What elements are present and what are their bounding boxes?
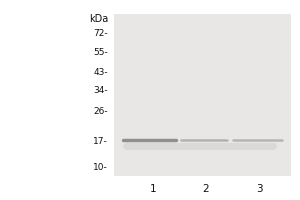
Text: 55-: 55- — [93, 48, 108, 57]
Text: 26-: 26- — [93, 107, 108, 116]
Text: 17-: 17- — [93, 137, 108, 146]
Text: 43-: 43- — [93, 68, 108, 77]
Text: 72-: 72- — [93, 29, 108, 38]
Text: kDa: kDa — [89, 14, 108, 24]
Text: 34-: 34- — [93, 86, 108, 95]
Text: 1: 1 — [150, 184, 156, 194]
Text: 3: 3 — [256, 184, 262, 194]
Text: 2: 2 — [203, 184, 209, 194]
Text: 10-: 10- — [93, 163, 108, 172]
